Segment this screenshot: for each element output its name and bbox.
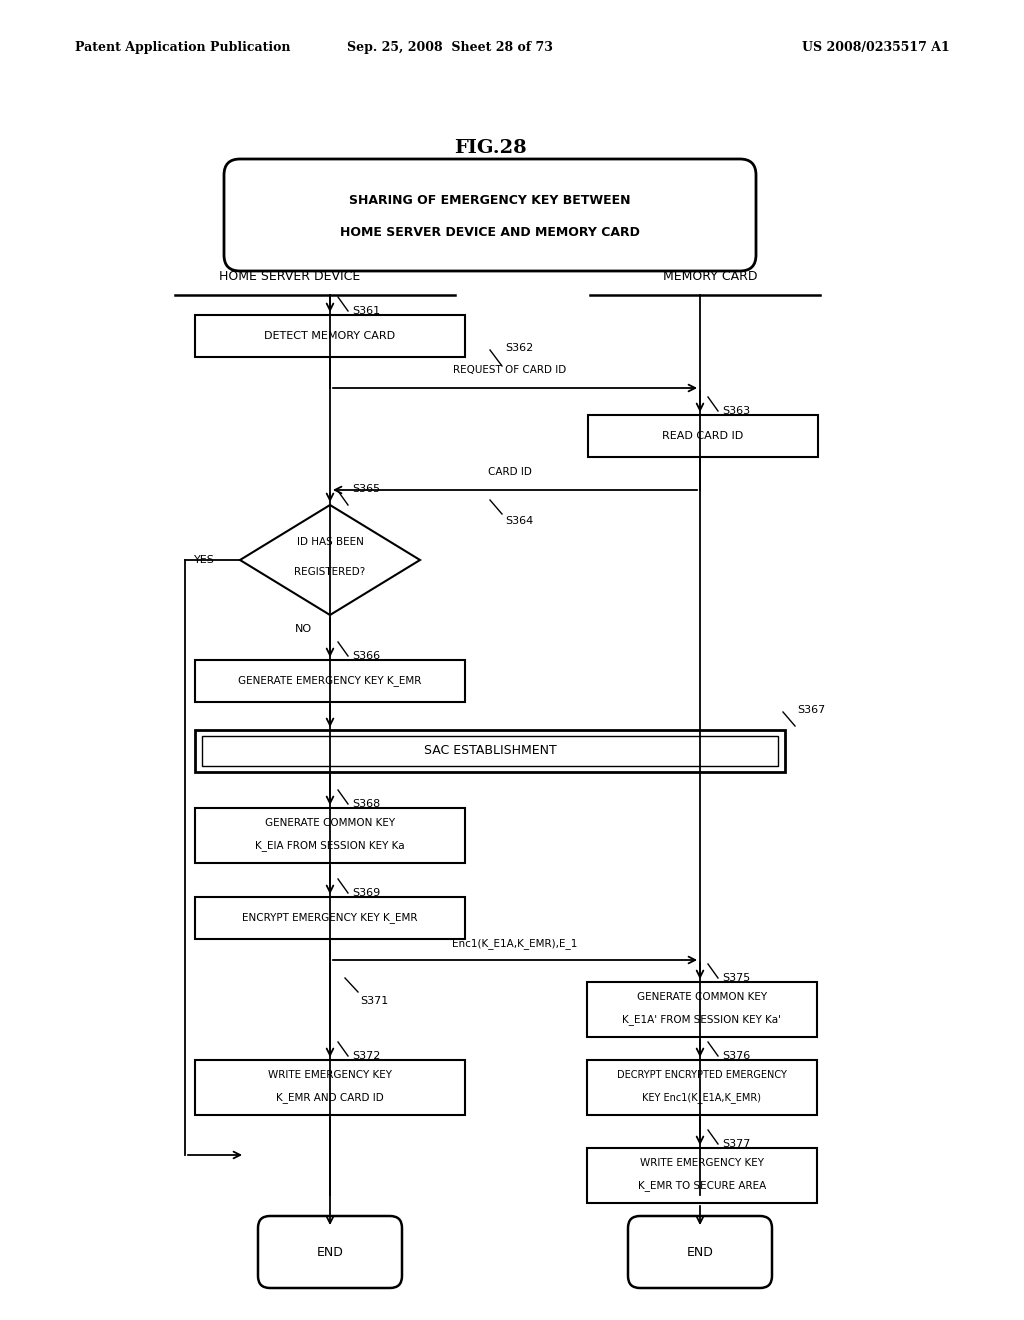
FancyBboxPatch shape [587, 1148, 817, 1203]
FancyBboxPatch shape [195, 730, 785, 772]
Text: REGISTERED?: REGISTERED? [294, 568, 366, 577]
Text: S377: S377 [722, 1139, 751, 1148]
Text: K_EIA FROM SESSION KEY Ka: K_EIA FROM SESSION KEY Ka [255, 840, 404, 851]
Text: CARD ID: CARD ID [488, 467, 531, 477]
Text: S364: S364 [505, 516, 534, 525]
FancyBboxPatch shape [587, 1060, 817, 1115]
Text: GENERATE COMMON KEY: GENERATE COMMON KEY [637, 993, 767, 1002]
Text: READ CARD ID: READ CARD ID [663, 432, 743, 441]
FancyBboxPatch shape [628, 1216, 772, 1288]
FancyBboxPatch shape [195, 660, 465, 702]
Text: WRITE EMERGENCY KEY: WRITE EMERGENCY KEY [640, 1159, 764, 1168]
Text: DECRYPT ENCRYPTED EMERGENCY: DECRYPT ENCRYPTED EMERGENCY [617, 1071, 786, 1081]
Text: ID HAS BEEN: ID HAS BEEN [297, 537, 364, 546]
Text: S376: S376 [722, 1051, 751, 1061]
Text: S361: S361 [352, 306, 380, 315]
Text: DETECT MEMORY CARD: DETECT MEMORY CARD [264, 331, 395, 341]
FancyBboxPatch shape [258, 1216, 402, 1288]
Text: S365: S365 [352, 484, 380, 494]
FancyBboxPatch shape [195, 808, 465, 863]
Text: SAC ESTABLISHMENT: SAC ESTABLISHMENT [424, 744, 556, 758]
Text: YES: YES [195, 554, 215, 565]
FancyBboxPatch shape [195, 315, 465, 356]
Text: GENERATE COMMON KEY: GENERATE COMMON KEY [265, 818, 395, 829]
FancyBboxPatch shape [195, 898, 465, 939]
Text: SHARING OF EMERGENCY KEY BETWEEN: SHARING OF EMERGENCY KEY BETWEEN [349, 194, 631, 206]
FancyBboxPatch shape [195, 1060, 465, 1115]
Text: S367: S367 [797, 705, 825, 715]
Text: S368: S368 [352, 799, 380, 809]
FancyBboxPatch shape [587, 982, 817, 1038]
Polygon shape [240, 506, 420, 615]
Text: K_EMR TO SECURE AREA: K_EMR TO SECURE AREA [638, 1180, 766, 1191]
Text: Enc1(K_E1A,K_EMR),E_1: Enc1(K_E1A,K_EMR),E_1 [453, 939, 578, 949]
Text: K_EMR AND CARD ID: K_EMR AND CARD ID [276, 1092, 384, 1104]
Text: END: END [686, 1246, 714, 1258]
Text: NO: NO [295, 624, 312, 634]
Text: ENCRYPT EMERGENCY KEY K_EMR: ENCRYPT EMERGENCY KEY K_EMR [243, 912, 418, 924]
FancyBboxPatch shape [202, 737, 778, 766]
Text: Patent Application Publication: Patent Application Publication [75, 41, 291, 54]
Text: S363: S363 [722, 407, 751, 416]
FancyBboxPatch shape [224, 158, 756, 271]
Text: S371: S371 [360, 997, 388, 1006]
FancyBboxPatch shape [588, 414, 818, 457]
Text: MEMORY CARD: MEMORY CARD [663, 269, 758, 282]
Text: Sep. 25, 2008  Sheet 28 of 73: Sep. 25, 2008 Sheet 28 of 73 [347, 41, 553, 54]
Text: US 2008/0235517 A1: US 2008/0235517 A1 [802, 41, 950, 54]
Text: KEY Enc1(K_E1A,K_EMR): KEY Enc1(K_E1A,K_EMR) [642, 1092, 762, 1104]
Text: S369: S369 [352, 888, 380, 898]
Text: S362: S362 [505, 343, 534, 352]
Text: WRITE EMERGENCY KEY: WRITE EMERGENCY KEY [268, 1071, 392, 1081]
Text: GENERATE EMERGENCY KEY K_EMR: GENERATE EMERGENCY KEY K_EMR [239, 676, 422, 686]
Text: S366: S366 [352, 651, 380, 661]
Text: S372: S372 [352, 1051, 380, 1061]
Text: K_E1A' FROM SESSION KEY Ka': K_E1A' FROM SESSION KEY Ka' [623, 1014, 781, 1024]
Text: S375: S375 [722, 973, 751, 983]
Text: FIG.28: FIG.28 [454, 139, 526, 157]
Text: HOME SERVER DEVICE: HOME SERVER DEVICE [219, 269, 360, 282]
Text: END: END [316, 1246, 343, 1258]
Text: REQUEST OF CARD ID: REQUEST OF CARD ID [454, 366, 566, 375]
Text: HOME SERVER DEVICE AND MEMORY CARD: HOME SERVER DEVICE AND MEMORY CARD [340, 226, 640, 239]
